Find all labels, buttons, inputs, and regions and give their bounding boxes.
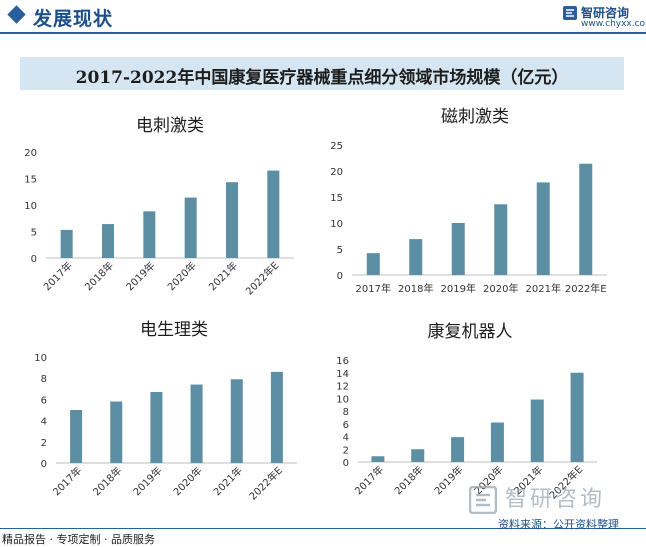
x-tick-label: 2018年 xyxy=(82,259,116,293)
x-tick-label: 2019年 xyxy=(123,259,157,293)
bar xyxy=(102,224,114,258)
y-tick-label: 6 xyxy=(343,420,349,431)
bar xyxy=(490,422,504,462)
x-tick-label: 2019年 xyxy=(441,282,476,295)
y-tick-label: 2 xyxy=(343,445,349,456)
y-tick-label: 0 xyxy=(337,271,343,282)
x-tick-label: 2019年 xyxy=(431,463,465,497)
y-tick-label: 10 xyxy=(34,353,47,364)
y-tick-label: 20 xyxy=(24,148,37,159)
y-tick-label: 5 xyxy=(31,228,37,239)
x-tick-label: 2022年E xyxy=(565,282,607,295)
bar xyxy=(536,182,550,275)
x-tick-label: 2021年 xyxy=(211,464,245,498)
y-tick-label: 10 xyxy=(336,394,349,405)
x-tick-label: 2021年 xyxy=(206,259,240,293)
bar xyxy=(451,223,465,275)
x-tick-label: 2020年 xyxy=(483,282,518,295)
bar xyxy=(60,229,73,258)
data-source: 资料来源：公开资料整理 xyxy=(498,518,619,531)
x-tick-label: 2018年 xyxy=(392,463,426,497)
y-tick-label: 0 xyxy=(31,254,37,265)
bar xyxy=(409,239,423,275)
bar xyxy=(530,399,544,462)
bar xyxy=(267,170,280,258)
bar xyxy=(570,372,584,462)
bar xyxy=(451,437,465,462)
y-tick-label: 4 xyxy=(343,433,349,444)
chart-title: 电生理类 xyxy=(140,320,208,340)
y-tick-label: 12 xyxy=(336,382,349,393)
footer-tagline: 精品报告 · 专项定制 · 品质服务 xyxy=(2,533,155,546)
x-tick-label: 2018年 xyxy=(90,464,124,498)
bar xyxy=(371,456,385,462)
y-tick-label: 4 xyxy=(41,417,47,428)
bar xyxy=(579,163,593,275)
y-tick-label: 25 xyxy=(330,141,343,152)
bar xyxy=(230,379,243,463)
bar xyxy=(494,204,508,275)
y-tick-label: 20 xyxy=(330,167,343,178)
x-tick-label: 2018年 xyxy=(398,282,433,295)
y-tick-label: 5 xyxy=(337,245,343,256)
logo-name: 智研咨询 xyxy=(581,6,630,20)
chart-title: 电刺激类 xyxy=(136,116,204,136)
y-tick-label: 10 xyxy=(330,219,343,230)
bar xyxy=(184,197,197,258)
bar xyxy=(226,182,238,258)
chart-banner: 2017-2022年中国康复医疗器械重点细分领域市场规模（亿元） xyxy=(20,57,624,90)
section-header: 发展现状 智研咨询 www.chyxx.com xyxy=(0,0,646,34)
y-tick-label: 15 xyxy=(24,175,37,186)
x-tick-label: 2017年 xyxy=(41,259,75,293)
y-tick-label: 2 xyxy=(41,438,47,449)
x-tick-label: 2022年E xyxy=(246,464,285,503)
footer: 精品报告 · 专项定制 · 品质服务 资料来源：公开资料整理 xyxy=(0,518,646,547)
footer-rule xyxy=(0,528,646,529)
x-tick-label: 2019年 xyxy=(130,464,164,498)
x-tick-label: 2022年E xyxy=(243,259,282,298)
bar xyxy=(190,384,203,463)
y-tick-label: 15 xyxy=(330,193,343,204)
y-tick-label: 16 xyxy=(336,356,349,367)
y-tick-label: 0 xyxy=(343,458,349,469)
y-tick-label: 8 xyxy=(41,374,47,385)
y-tick-label: 0 xyxy=(41,459,47,470)
chart-title: 磁刺激类 xyxy=(441,107,509,127)
banner-title: 2017-2022年中国康复医疗器械重点细分领域市场规模（亿元） xyxy=(75,68,569,88)
x-tick-label: 2017年 xyxy=(50,464,84,498)
x-tick-label: 2020年 xyxy=(170,464,204,498)
y-tick-label: 6 xyxy=(41,395,47,406)
x-tick-label: 2021年 xyxy=(526,282,561,295)
header-rule xyxy=(0,32,646,34)
section-title: 发展现状 xyxy=(33,8,114,30)
y-tick-label: 10 xyxy=(24,201,37,212)
chart-title: 康复机器人 xyxy=(428,322,513,342)
bar xyxy=(150,391,163,463)
x-tick-label: 2017年 xyxy=(356,282,391,295)
logo-url: www.chyxx.com xyxy=(581,19,646,29)
watermark-text: 智研咨询 xyxy=(505,487,606,512)
bar xyxy=(366,253,380,275)
x-tick-label: 2020年 xyxy=(165,259,199,293)
bar xyxy=(270,371,283,463)
bar xyxy=(143,211,156,258)
x-tick-label: 2017年 xyxy=(352,463,386,497)
bar xyxy=(70,410,83,463)
bar xyxy=(411,449,425,462)
bar xyxy=(110,401,123,463)
y-tick-label: 14 xyxy=(336,369,349,380)
chyxx-logo-icon xyxy=(563,6,577,20)
watermark-logo-icon xyxy=(469,486,497,514)
y-tick-label: 8 xyxy=(343,407,349,418)
